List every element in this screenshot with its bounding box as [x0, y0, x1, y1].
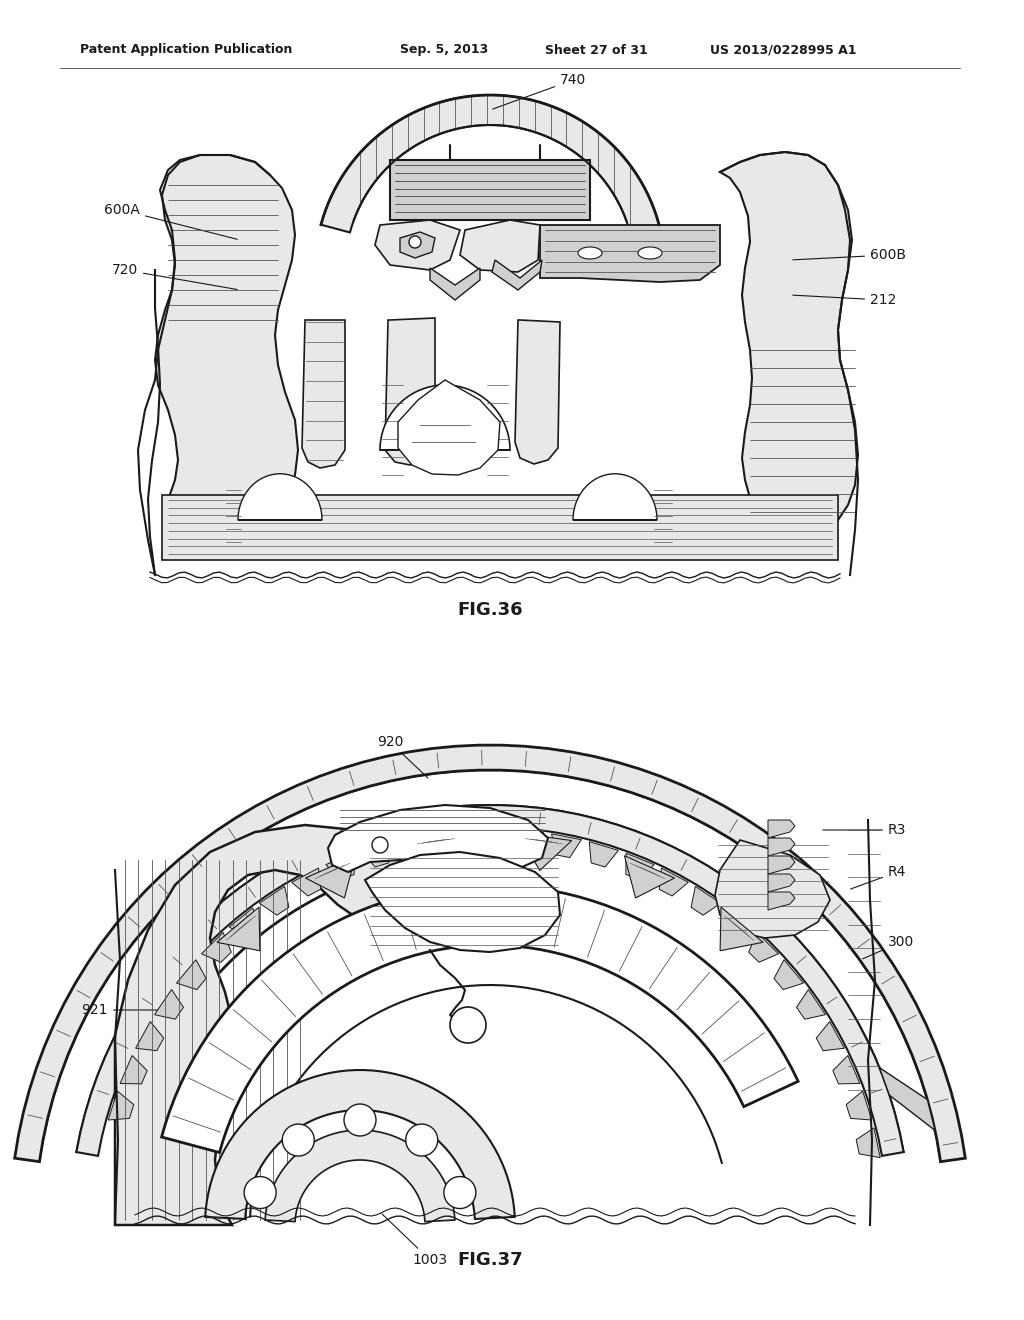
Polygon shape: [720, 907, 763, 950]
Polygon shape: [385, 318, 435, 465]
Polygon shape: [162, 495, 838, 560]
Polygon shape: [625, 855, 675, 898]
Polygon shape: [626, 853, 654, 880]
Text: 1003: 1003: [382, 1214, 447, 1267]
Polygon shape: [120, 1056, 147, 1084]
Polygon shape: [390, 160, 590, 220]
Text: 921: 921: [82, 1003, 165, 1016]
Polygon shape: [517, 833, 571, 870]
Polygon shape: [589, 842, 618, 867]
Polygon shape: [846, 1092, 871, 1121]
Polygon shape: [375, 220, 460, 271]
Text: 920: 920: [377, 735, 428, 777]
Polygon shape: [328, 805, 548, 873]
Polygon shape: [856, 1127, 881, 1158]
Polygon shape: [305, 855, 355, 898]
Polygon shape: [436, 830, 467, 851]
Polygon shape: [302, 319, 345, 469]
Polygon shape: [115, 825, 430, 1225]
Polygon shape: [768, 820, 795, 838]
Polygon shape: [450, 1007, 486, 1043]
Polygon shape: [406, 1125, 437, 1156]
Polygon shape: [365, 851, 560, 952]
Polygon shape: [14, 746, 966, 1162]
Polygon shape: [715, 840, 830, 939]
Text: 600A: 600A: [104, 203, 238, 239]
Polygon shape: [109, 1092, 134, 1121]
Polygon shape: [721, 908, 751, 937]
Polygon shape: [380, 385, 510, 450]
Polygon shape: [749, 932, 778, 962]
Polygon shape: [135, 1022, 164, 1051]
Polygon shape: [816, 1022, 845, 1051]
Text: FIG.37: FIG.37: [457, 1251, 523, 1269]
Text: 740: 740: [493, 73, 587, 110]
Polygon shape: [361, 842, 391, 867]
Polygon shape: [430, 268, 480, 300]
Polygon shape: [475, 829, 505, 849]
Polygon shape: [492, 260, 542, 290]
Polygon shape: [202, 932, 231, 962]
Text: US 2013/0228995 A1: US 2013/0228995 A1: [710, 44, 856, 57]
Polygon shape: [768, 892, 795, 909]
Text: Sheet 27 of 31: Sheet 27 of 31: [545, 44, 648, 57]
Text: R3: R3: [822, 822, 906, 837]
Polygon shape: [398, 380, 500, 475]
Polygon shape: [229, 908, 259, 937]
Polygon shape: [162, 884, 798, 1152]
Polygon shape: [573, 474, 657, 520]
Polygon shape: [344, 1104, 376, 1137]
Polygon shape: [259, 886, 289, 915]
Polygon shape: [77, 805, 903, 1156]
Polygon shape: [460, 220, 540, 272]
Text: 720: 720: [112, 263, 238, 289]
Text: FIG.36: FIG.36: [457, 601, 523, 619]
Polygon shape: [833, 1056, 860, 1084]
Polygon shape: [513, 830, 544, 851]
Polygon shape: [400, 232, 435, 257]
Polygon shape: [768, 855, 795, 874]
Polygon shape: [774, 960, 804, 990]
Polygon shape: [578, 247, 602, 259]
Polygon shape: [283, 1125, 314, 1156]
Text: 300: 300: [862, 935, 914, 958]
Polygon shape: [176, 960, 206, 990]
Polygon shape: [691, 886, 721, 915]
Polygon shape: [638, 247, 662, 259]
Polygon shape: [768, 838, 795, 855]
Polygon shape: [880, 1068, 935, 1130]
Text: 212: 212: [793, 293, 896, 308]
Text: Sep. 5, 2013: Sep. 5, 2013: [400, 44, 488, 57]
Polygon shape: [552, 834, 582, 858]
Polygon shape: [155, 990, 183, 1019]
Polygon shape: [443, 1176, 476, 1209]
Polygon shape: [720, 152, 858, 525]
Text: Patent Application Publication: Patent Application Publication: [80, 44, 293, 57]
Polygon shape: [659, 869, 688, 896]
Polygon shape: [217, 907, 260, 950]
Polygon shape: [244, 1176, 276, 1209]
Polygon shape: [326, 853, 354, 880]
Polygon shape: [515, 319, 560, 465]
Polygon shape: [265, 1130, 455, 1221]
Polygon shape: [409, 236, 421, 248]
Polygon shape: [321, 95, 659, 232]
Polygon shape: [540, 224, 720, 282]
Polygon shape: [768, 874, 795, 892]
Text: 600B: 600B: [793, 248, 906, 261]
Polygon shape: [797, 990, 825, 1019]
Polygon shape: [155, 154, 298, 520]
Polygon shape: [292, 869, 321, 896]
Polygon shape: [409, 833, 463, 870]
Polygon shape: [238, 474, 322, 520]
Polygon shape: [372, 837, 388, 853]
Polygon shape: [205, 1071, 515, 1218]
Polygon shape: [398, 834, 428, 858]
Text: R4: R4: [851, 865, 906, 890]
